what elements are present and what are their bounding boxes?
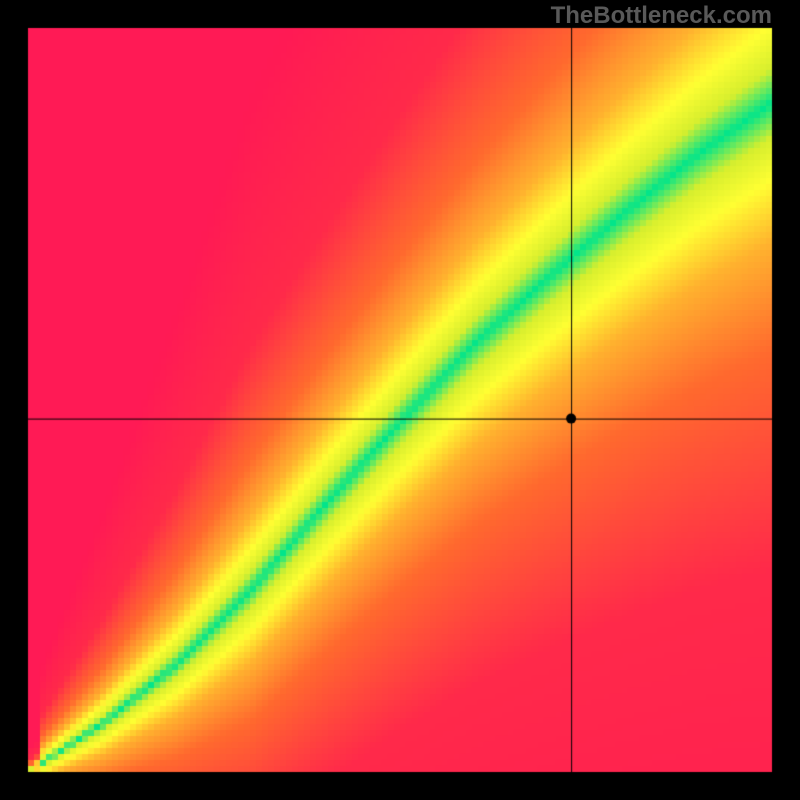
bottleneck-heatmap — [0, 0, 800, 800]
chart-container: TheBottleneck.com — [0, 0, 800, 800]
watermark-text: TheBottleneck.com — [551, 2, 772, 30]
